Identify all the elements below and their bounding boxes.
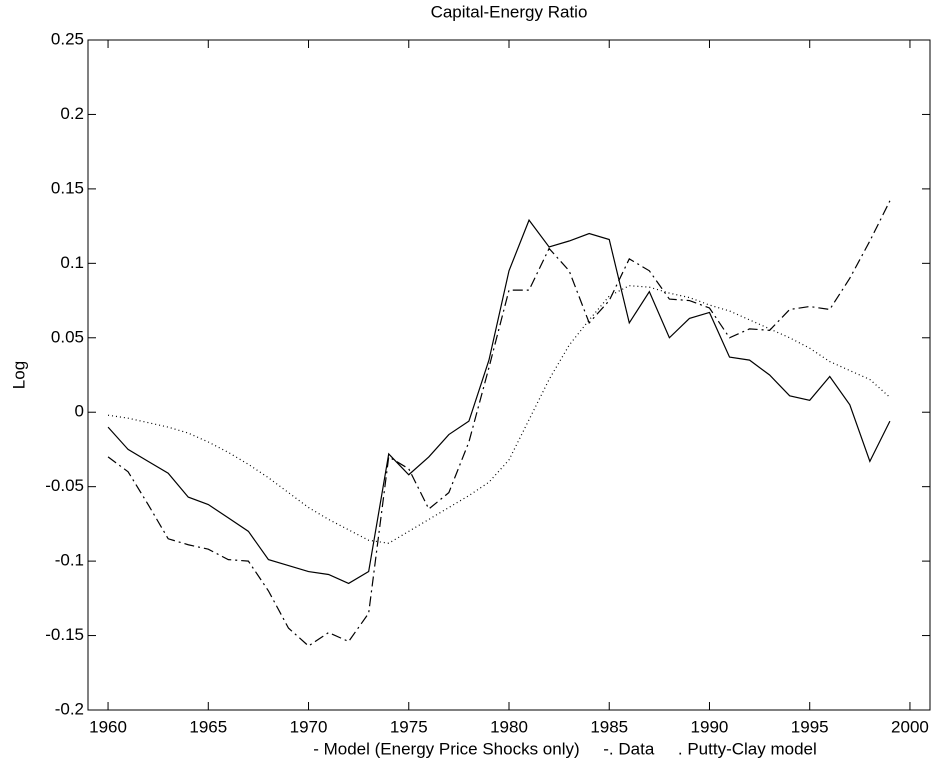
- x-tick-label: 1975: [390, 717, 428, 736]
- x-tick-label: 1990: [691, 717, 729, 736]
- chart-title: Capital-Energy Ratio: [431, 2, 588, 21]
- y-tick-label: 0.05: [51, 327, 84, 346]
- y-tick-label: 0: [75, 402, 84, 421]
- x-tick-label: 2000: [891, 717, 929, 736]
- x-tick-label: 1995: [791, 717, 829, 736]
- x-tick-label: 1965: [189, 717, 227, 736]
- series-line: [107, 218, 891, 585]
- x-tick-label: 1970: [290, 717, 328, 736]
- x-tick-label: 1985: [590, 717, 628, 736]
- y-axis-label: Log: [9, 361, 28, 389]
- x-axis-label: - Model (Energy Price Shocks only) -. Da…: [313, 739, 817, 758]
- plot-frame: [87, 39, 931, 711]
- y-tick-label: -0.05: [45, 476, 84, 495]
- x-tick-label: 1980: [490, 717, 528, 736]
- y-tick-label: -0.1: [55, 551, 84, 570]
- y-tick-label: 0.25: [51, 29, 84, 48]
- x-tick-label: 1960: [89, 717, 127, 736]
- series-line: [107, 285, 891, 544]
- y-tick-label: 0.15: [51, 178, 84, 197]
- y-tick-label: 0.1: [60, 253, 84, 272]
- series-line: [107, 200, 891, 647]
- y-tick-label: -0.2: [55, 699, 84, 718]
- y-tick-label: -0.15: [45, 625, 84, 644]
- y-tick-label: 0.2: [60, 104, 84, 123]
